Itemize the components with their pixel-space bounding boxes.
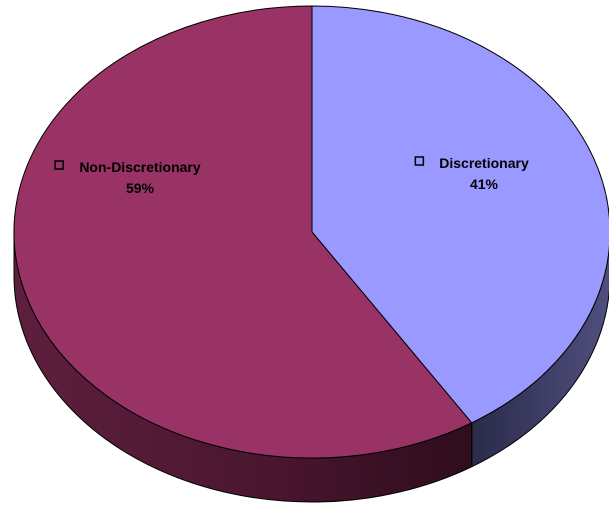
pie-slice-discretionary (311, 5, 609, 424)
data-label-name: Non-Discretionary (79, 159, 201, 175)
pie-labels: Discretionary 41% Non-Discretionary 59% (54, 155, 529, 196)
pie-slice-non-discretionary (13, 5, 473, 459)
legend-key-square (414, 156, 425, 166)
data-label-0: Discretionary 41% (414, 155, 529, 192)
legend-key-square (54, 160, 64, 170)
data-label-name: Discretionary (439, 155, 529, 171)
data-label-value: 59% (126, 180, 155, 196)
pie-tops (13, 5, 609, 459)
data-label-value: 41% (470, 176, 499, 192)
data-label-1: Non-Discretionary 59% (54, 159, 201, 196)
